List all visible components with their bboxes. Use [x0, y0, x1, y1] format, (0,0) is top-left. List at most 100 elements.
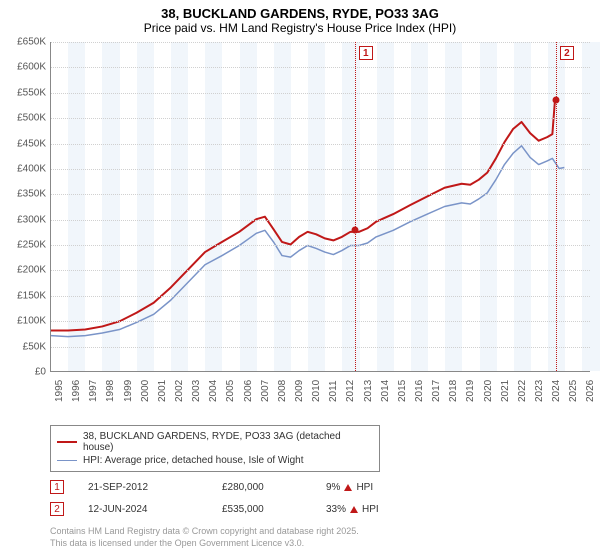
x-tick-label: 2003 — [191, 380, 202, 402]
gridline — [51, 67, 590, 68]
title-main: 38, BUCKLAND GARDENS, RYDE, PO33 3AG — [0, 6, 600, 21]
plot-area: 12 — [50, 42, 590, 372]
event-price: £280,000 — [222, 482, 302, 493]
gridline — [51, 296, 590, 297]
gridline — [51, 220, 590, 221]
y-tick-label: £250K — [2, 240, 46, 251]
x-tick-label: 1998 — [105, 380, 116, 402]
legend-item: 38, BUCKLAND GARDENS, RYDE, PO33 3AG (de… — [57, 430, 373, 454]
series-hpi — [51, 146, 564, 337]
event-date: 21-SEP-2012 — [88, 482, 198, 493]
x-tick-label: 2011 — [328, 380, 339, 402]
x-tick-label: 2005 — [225, 380, 236, 402]
copyright: Contains HM Land Registry data © Crown c… — [50, 526, 590, 549]
price-paid-dot — [552, 97, 559, 104]
y-tick-label: £400K — [2, 163, 46, 174]
event-row: 1 21-SEP-2012 £280,000 9% HPI — [50, 480, 590, 494]
event-pct-value: 9% — [326, 482, 340, 493]
x-tick-label: 2020 — [483, 380, 494, 402]
event-id-box: 1 — [50, 480, 64, 494]
event-pct: 9% HPI — [326, 482, 373, 493]
x-tick-label: 1996 — [71, 380, 82, 402]
x-tick-label: 2026 — [585, 380, 596, 402]
y-tick-label: £150K — [2, 290, 46, 301]
x-tick-label: 2022 — [517, 380, 528, 402]
y-tick-label: £600K — [2, 62, 46, 73]
legend-item: HPI: Average price, detached house, Isle… — [57, 454, 373, 467]
event-pct: 33% HPI — [326, 504, 379, 515]
x-tick-label: 2008 — [277, 380, 288, 402]
y-tick-label: £650K — [2, 37, 46, 48]
x-tick-label: 2017 — [431, 380, 442, 402]
y-tick-label: £300K — [2, 214, 46, 225]
copyright-line1: Contains HM Land Registry data © Crown c… — [50, 526, 590, 538]
gridline — [51, 194, 590, 195]
chart-area: 12 £0£50K£100K£150K£200K£250K£300K£350K£… — [0, 37, 600, 417]
x-tick-label: 2016 — [414, 380, 425, 402]
x-tick-label: 2019 — [465, 380, 476, 402]
y-tick-label: £200K — [2, 265, 46, 276]
title-block: 38, BUCKLAND GARDENS, RYDE, PO33 3AG Pri… — [0, 0, 600, 37]
y-tick-label: £50K — [2, 341, 46, 352]
gridline — [51, 270, 590, 271]
price-paid-dot — [351, 226, 358, 233]
gridline — [51, 347, 590, 348]
y-tick-label: £100K — [2, 316, 46, 327]
x-tick-label: 2006 — [243, 380, 254, 402]
event-suffix: HPI — [362, 504, 379, 515]
marker-line — [355, 42, 356, 371]
gridline — [51, 42, 590, 43]
event-date: 12-JUN-2024 — [88, 504, 198, 515]
x-tick-label: 2018 — [448, 380, 459, 402]
x-tick-label: 2014 — [380, 380, 391, 402]
y-tick-label: £350K — [2, 189, 46, 200]
event-suffix: HPI — [356, 482, 373, 493]
x-tick-label: 2000 — [140, 380, 151, 402]
gridline — [51, 93, 590, 94]
arrow-up-icon — [344, 484, 352, 491]
marker-box: 1 — [359, 46, 373, 60]
x-tick-label: 2024 — [551, 380, 562, 402]
x-tick-label: 2013 — [363, 380, 374, 402]
x-tick-label: 2021 — [500, 380, 511, 402]
legend: 38, BUCKLAND GARDENS, RYDE, PO33 3AG (de… — [50, 425, 380, 472]
x-tick-label: 2010 — [311, 380, 322, 402]
title-sub: Price paid vs. HM Land Registry's House … — [0, 21, 600, 35]
x-tick-label: 1997 — [88, 380, 99, 402]
y-tick-label: £0 — [2, 367, 46, 378]
x-tick-label: 2001 — [157, 380, 168, 402]
legend-swatch — [57, 441, 77, 443]
gridline — [51, 169, 590, 170]
x-tick-label: 2002 — [174, 380, 185, 402]
x-tick-label: 2007 — [260, 380, 271, 402]
x-tick-label: 2023 — [534, 380, 545, 402]
legend-label: HPI: Average price, detached house, Isle… — [83, 455, 304, 466]
gridline — [51, 321, 590, 322]
gridline — [51, 245, 590, 246]
x-tick-label: 2004 — [208, 380, 219, 402]
y-tick-label: £450K — [2, 138, 46, 149]
marker-line — [556, 42, 557, 371]
event-id-box: 2 — [50, 502, 64, 516]
event-price: £535,000 — [222, 504, 302, 515]
x-tick-label: 2012 — [345, 380, 356, 402]
x-tick-label: 1995 — [54, 380, 65, 402]
legend-swatch — [57, 460, 77, 461]
marker-box: 2 — [560, 46, 574, 60]
chart-container: 38, BUCKLAND GARDENS, RYDE, PO33 3AG Pri… — [0, 0, 600, 560]
event-row: 2 12-JUN-2024 £535,000 33% HPI — [50, 502, 590, 516]
x-tick-label: 2015 — [397, 380, 408, 402]
x-tick-label: 2025 — [568, 380, 579, 402]
x-tick-label: 2009 — [294, 380, 305, 402]
x-tick-label: 1999 — [123, 380, 134, 402]
y-tick-label: £500K — [2, 113, 46, 124]
event-pct-value: 33% — [326, 504, 346, 515]
legend-label: 38, BUCKLAND GARDENS, RYDE, PO33 3AG (de… — [83, 431, 373, 453]
copyright-line2: This data is licensed under the Open Gov… — [50, 538, 590, 550]
footer: 38, BUCKLAND GARDENS, RYDE, PO33 3AG (de… — [50, 425, 590, 549]
events-list: 1 21-SEP-2012 £280,000 9% HPI 2 12-JUN-2024 £53… — [50, 480, 590, 516]
gridline — [51, 118, 590, 119]
gridline — [51, 144, 590, 145]
y-tick-label: £550K — [2, 87, 46, 98]
arrow-up-icon — [350, 506, 358, 513]
